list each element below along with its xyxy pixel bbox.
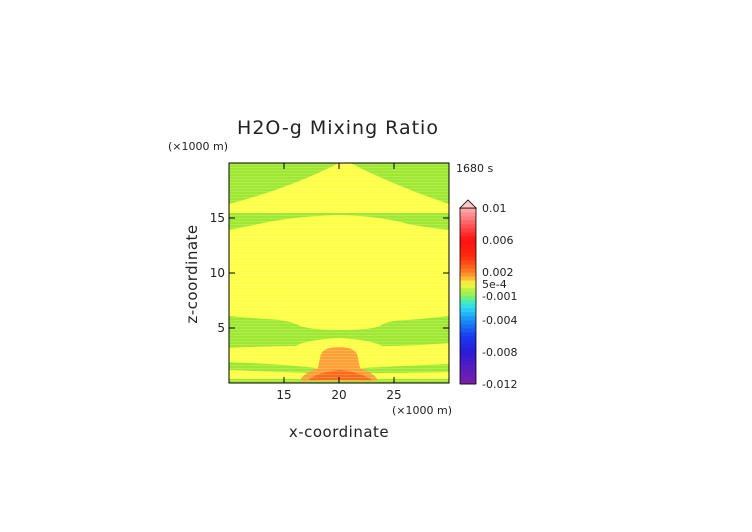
colorbar-band	[460, 300, 476, 305]
tick-labels: 15 20 25 5 10 15	[210, 211, 402, 402]
y-tick-label: 5	[217, 321, 225, 335]
colorbar-band	[460, 288, 476, 293]
colorbar-band	[460, 320, 476, 325]
colorbar-band	[460, 236, 476, 241]
axis-ticks	[229, 163, 449, 383]
y-unit-label: (×1000 m)	[168, 140, 228, 153]
colorbar-band	[460, 248, 476, 253]
colorbar-band	[460, 380, 476, 385]
colorbar-band	[460, 244, 476, 249]
x-tick-label: 20	[331, 388, 346, 402]
colorbar-label: 0.006	[482, 234, 514, 247]
colorbar-band	[460, 284, 476, 289]
colorbar-band	[460, 364, 476, 369]
colorbar-band	[460, 368, 476, 373]
colorbar-band	[460, 356, 476, 361]
colorbar-band	[460, 336, 476, 341]
colorbar-band	[460, 340, 476, 345]
colorbar-band	[460, 220, 476, 225]
colorbar-label: -0.004	[482, 314, 517, 327]
colorbar-band	[460, 240, 476, 245]
colorbar-band	[460, 260, 476, 265]
colorbar-band	[460, 376, 476, 381]
colorbar-label: -0.012	[482, 378, 517, 391]
y-tick-label: 10	[210, 266, 225, 280]
colorbar-label: 5e-4	[482, 278, 507, 291]
colorbar-band	[460, 252, 476, 257]
x-tick-label: 25	[386, 388, 401, 402]
colorbar-band	[460, 292, 476, 297]
colorbar-band	[460, 264, 476, 269]
colorbar-band	[460, 304, 476, 309]
colorbar-band	[460, 312, 476, 317]
colorbar-band	[460, 328, 476, 333]
time-label: 1680 s	[456, 162, 493, 175]
y-tick-label: 15	[210, 211, 225, 225]
colorbar-band	[460, 256, 476, 261]
colorbar-band	[460, 272, 476, 277]
colorbar-band	[460, 224, 476, 229]
colorbar-label: 0.01	[482, 202, 507, 215]
x-unit-label: (×1000 m)	[392, 404, 452, 417]
colorbar-band	[460, 324, 476, 329]
colorbar-band	[460, 280, 476, 285]
colorbar-band	[460, 276, 476, 281]
colorbar-arrow	[459, 199, 477, 209]
colorbar-label: -0.008	[482, 346, 517, 359]
colorbar-band	[460, 360, 476, 365]
colorbar-label: 0.002	[482, 266, 514, 279]
colorbar-label: -0.001	[482, 290, 517, 303]
colorbar-band	[460, 296, 476, 301]
x-tick-label: 15	[276, 388, 291, 402]
colorbar-band	[460, 212, 476, 217]
y-axis-label: z-coordinate	[183, 224, 201, 323]
colorbar-band	[460, 208, 476, 213]
colorbar-band	[460, 268, 476, 273]
colorbar-band	[460, 308, 476, 313]
colorbar-band	[460, 348, 476, 353]
plot-area: 15 20 25 5 10 15	[210, 162, 450, 402]
chart-title: H2O-g Mixing Ratio	[237, 117, 439, 139]
colorbar-band	[460, 372, 476, 377]
colorbar-band	[460, 332, 476, 337]
colorbar-band	[460, 232, 476, 237]
colorbar-band	[460, 316, 476, 321]
colorbar-band	[460, 344, 476, 349]
colorbar-band	[460, 228, 476, 233]
x-axis-label: x-coordinate	[289, 423, 389, 441]
colorbar-band	[460, 352, 476, 357]
colorbar-band	[460, 216, 476, 221]
